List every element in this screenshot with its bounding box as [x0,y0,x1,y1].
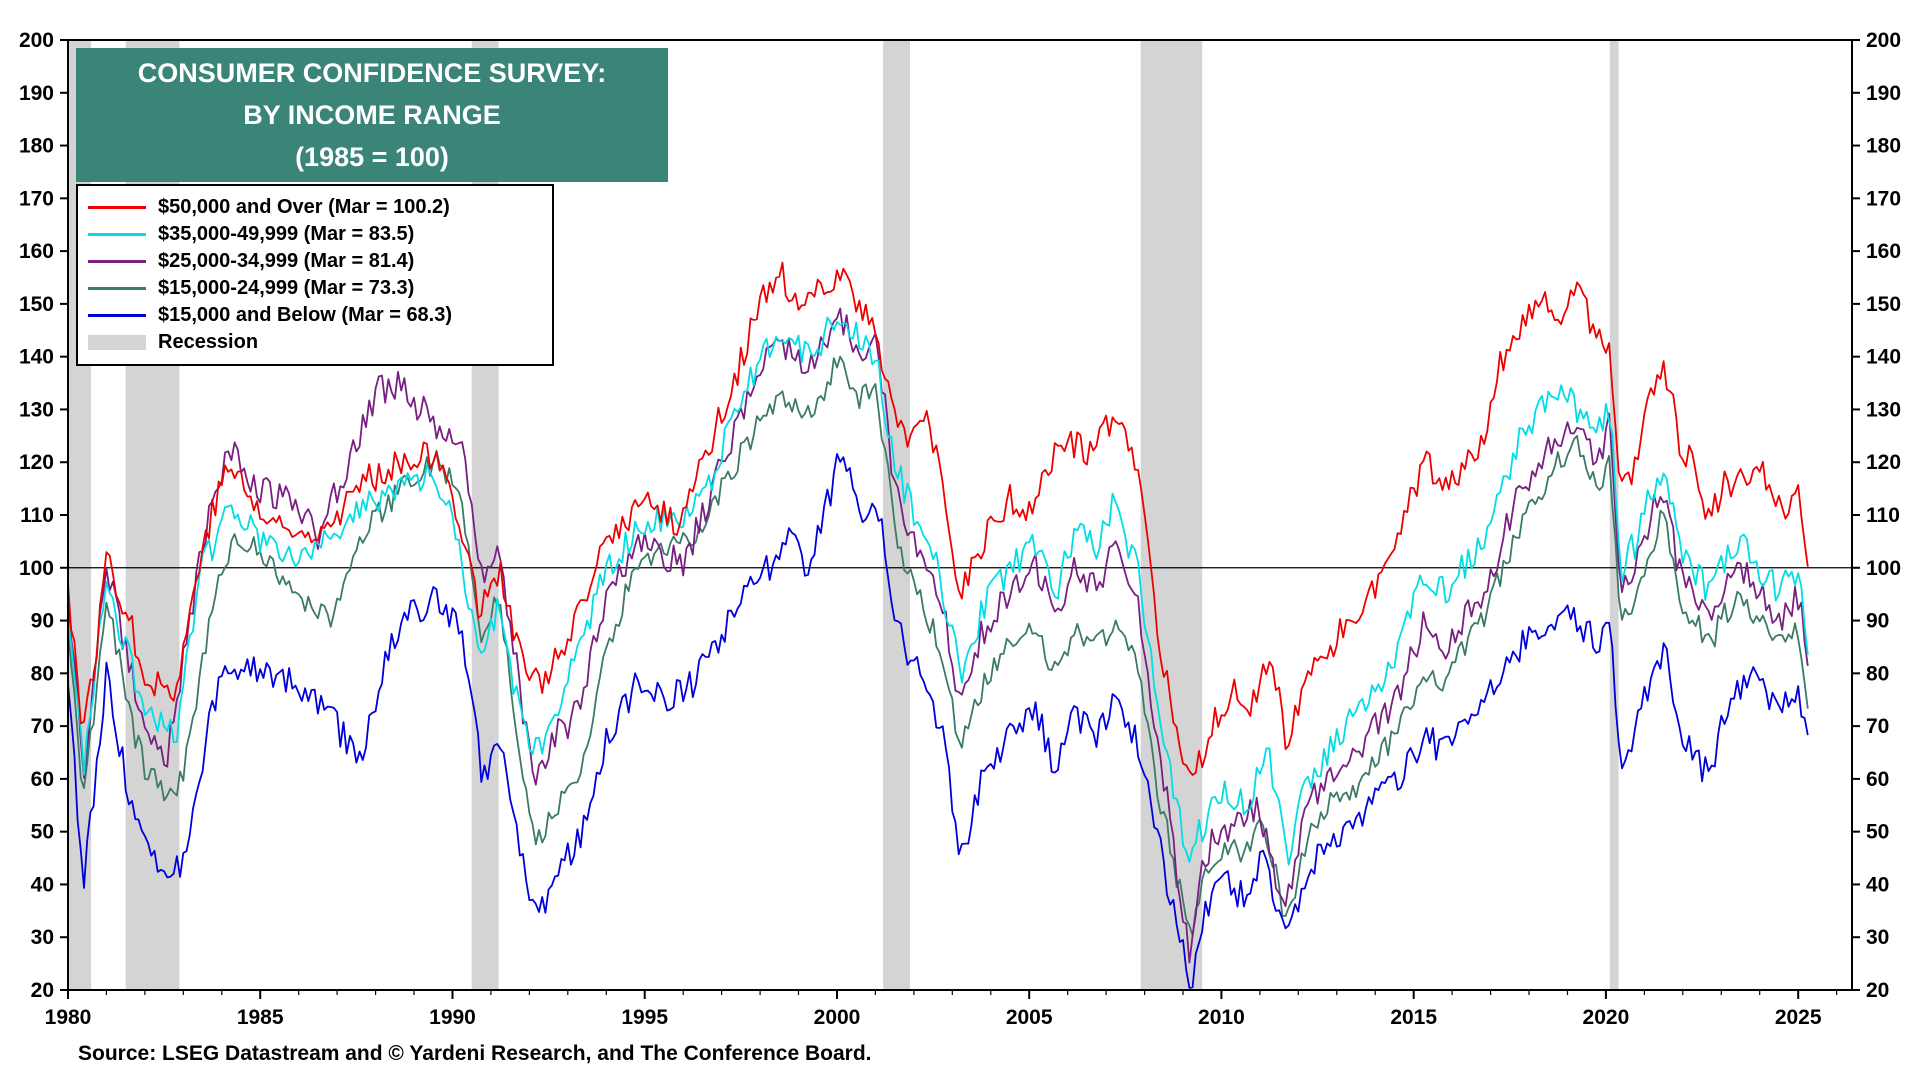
y-axis-label-left: 100 [19,557,54,580]
legend-item-15k-below: $15,000 and Below (Mar = 68.3) [88,302,542,329]
y-axis-label-left: 30 [31,926,54,949]
legend-label: Recession [158,331,259,353]
y-axis-label-left: 200 [19,29,54,52]
legend-label: $35,000-49,999 (Mar = 83.5) [158,223,415,245]
x-axis-label: 2010 [1198,1006,1245,1029]
y-axis-label-left: 90 [31,610,54,633]
legend-item-50k-over: $50,000 and Over (Mar = 100.2) [88,194,542,221]
x-axis-label: 1995 [621,1006,668,1029]
recession-band [471,40,499,990]
legend-line-blue-icon [88,314,146,317]
series-line-15k-below [67,453,1809,989]
y-axis-label-right: 50 [1866,821,1889,844]
y-axis-label-left: 170 [19,187,54,210]
x-axis-label: 2005 [1006,1006,1053,1029]
y-axis-label-left: 140 [19,346,54,369]
legend-label: $25,000-34,999 (Mar = 81.4) [158,250,415,272]
x-axis-label: 1980 [45,1006,92,1029]
y-axis-label-left: 110 [20,504,54,527]
chart-title-line-2: BY INCOME RANGE [243,100,501,130]
y-axis-label-left: 70 [31,715,54,738]
chart-legend: $50,000 and Over (Mar = 100.2) $35,000-4… [76,184,554,366]
y-axis-label-left: 130 [19,398,54,421]
y-axis-label-right: 60 [1866,768,1889,791]
legend-item-recession: Recession [88,329,542,356]
y-axis-label-right: 80 [1866,662,1889,685]
y-axis-label-right: 180 [1866,135,1901,158]
y-axis-label-right: 110 [1866,504,1900,527]
y-axis-label-right: 120 [1866,451,1901,474]
legend-item-15k-24k: $15,000-24,999 (Mar = 73.3) [88,275,542,302]
y-axis-label-right: 140 [1866,346,1901,369]
series-line-50k-over [67,261,1809,776]
x-axis-label: 2015 [1390,1006,1437,1029]
series-line-35k-49k [67,316,1809,866]
y-axis-label-right: 170 [1866,187,1901,210]
y-axis-label-left: 80 [31,662,54,685]
y-axis-label-right: 200 [1866,29,1901,52]
y-axis-label-right: 150 [1866,293,1901,316]
y-axis-label-right: 30 [1866,926,1889,949]
legend-line-cyan-icon [88,233,146,236]
y-axis-label-left: 20 [31,979,54,1002]
x-axis-label: 2020 [1583,1006,1630,1029]
series-line-25k-34k [67,307,1809,964]
chart-title-line-1: CONSUMER CONFIDENCE SURVEY: [137,58,607,88]
x-axis-label: 1990 [429,1006,476,1029]
y-axis-label-right: 100 [1866,557,1901,580]
y-axis-label-right: 90 [1866,610,1889,633]
recession-band [883,40,910,990]
series-line-15k-24k [67,355,1809,937]
x-axis-label: 2000 [814,1006,861,1029]
y-axis-label-right: 160 [1866,240,1901,263]
chart-title-line-3: (1985 = 100) [295,142,449,172]
legend-label: $15,000 and Below (Mar = 68.3) [158,304,453,326]
y-axis-label-right: 70 [1866,715,1889,738]
legend-label: $50,000 and Over (Mar = 100.2) [158,196,450,218]
legend-line-purple-icon [88,260,146,263]
y-axis-label-left: 180 [19,135,54,158]
legend-label: $15,000-24,999 (Mar = 73.3) [158,277,415,299]
y-axis-label-left: 50 [31,821,54,844]
y-axis-label-left: 150 [19,293,54,316]
recession-band [125,40,180,990]
chart-title-box: CONSUMER CONFIDENCE SURVEY: BY INCOME RA… [76,48,668,182]
legend-item-35k-49k: $35,000-49,999 (Mar = 83.5) [88,221,542,248]
recession-band [1609,40,1619,990]
y-axis-label-left: 190 [19,82,54,105]
legend-item-25k-34k: $25,000-34,999 (Mar = 81.4) [88,248,542,275]
y-axis-label-left: 60 [31,768,54,791]
y-axis-label-right: 130 [1866,398,1901,421]
y-axis-label-left: 120 [19,451,54,474]
y-axis-label-right: 40 [1866,873,1889,896]
x-axis-label: 1985 [237,1006,284,1029]
x-axis-label: 2025 [1775,1006,1822,1029]
y-axis-label-right: 190 [1866,82,1901,105]
legend-line-red-icon [88,206,146,209]
recession-band [1140,40,1203,990]
legend-line-green-icon [88,287,146,290]
source-note: Source: LSEG Datastream and © Yardeni Re… [78,1042,872,1065]
recession-swatch-icon [88,335,146,350]
y-axis-label-left: 40 [31,873,54,896]
y-axis-label-right: 20 [1866,979,1889,1002]
y-axis-label-left: 160 [19,240,54,263]
